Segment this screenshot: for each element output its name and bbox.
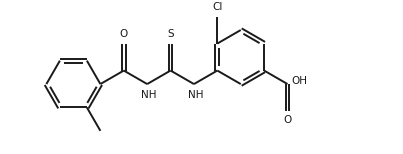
Text: O: O (283, 115, 292, 125)
Text: S: S (167, 29, 174, 39)
Text: OH: OH (292, 76, 307, 86)
Text: O: O (120, 29, 128, 39)
Text: NH: NH (141, 90, 157, 100)
Text: NH: NH (188, 90, 204, 100)
Text: Cl: Cl (212, 2, 222, 12)
